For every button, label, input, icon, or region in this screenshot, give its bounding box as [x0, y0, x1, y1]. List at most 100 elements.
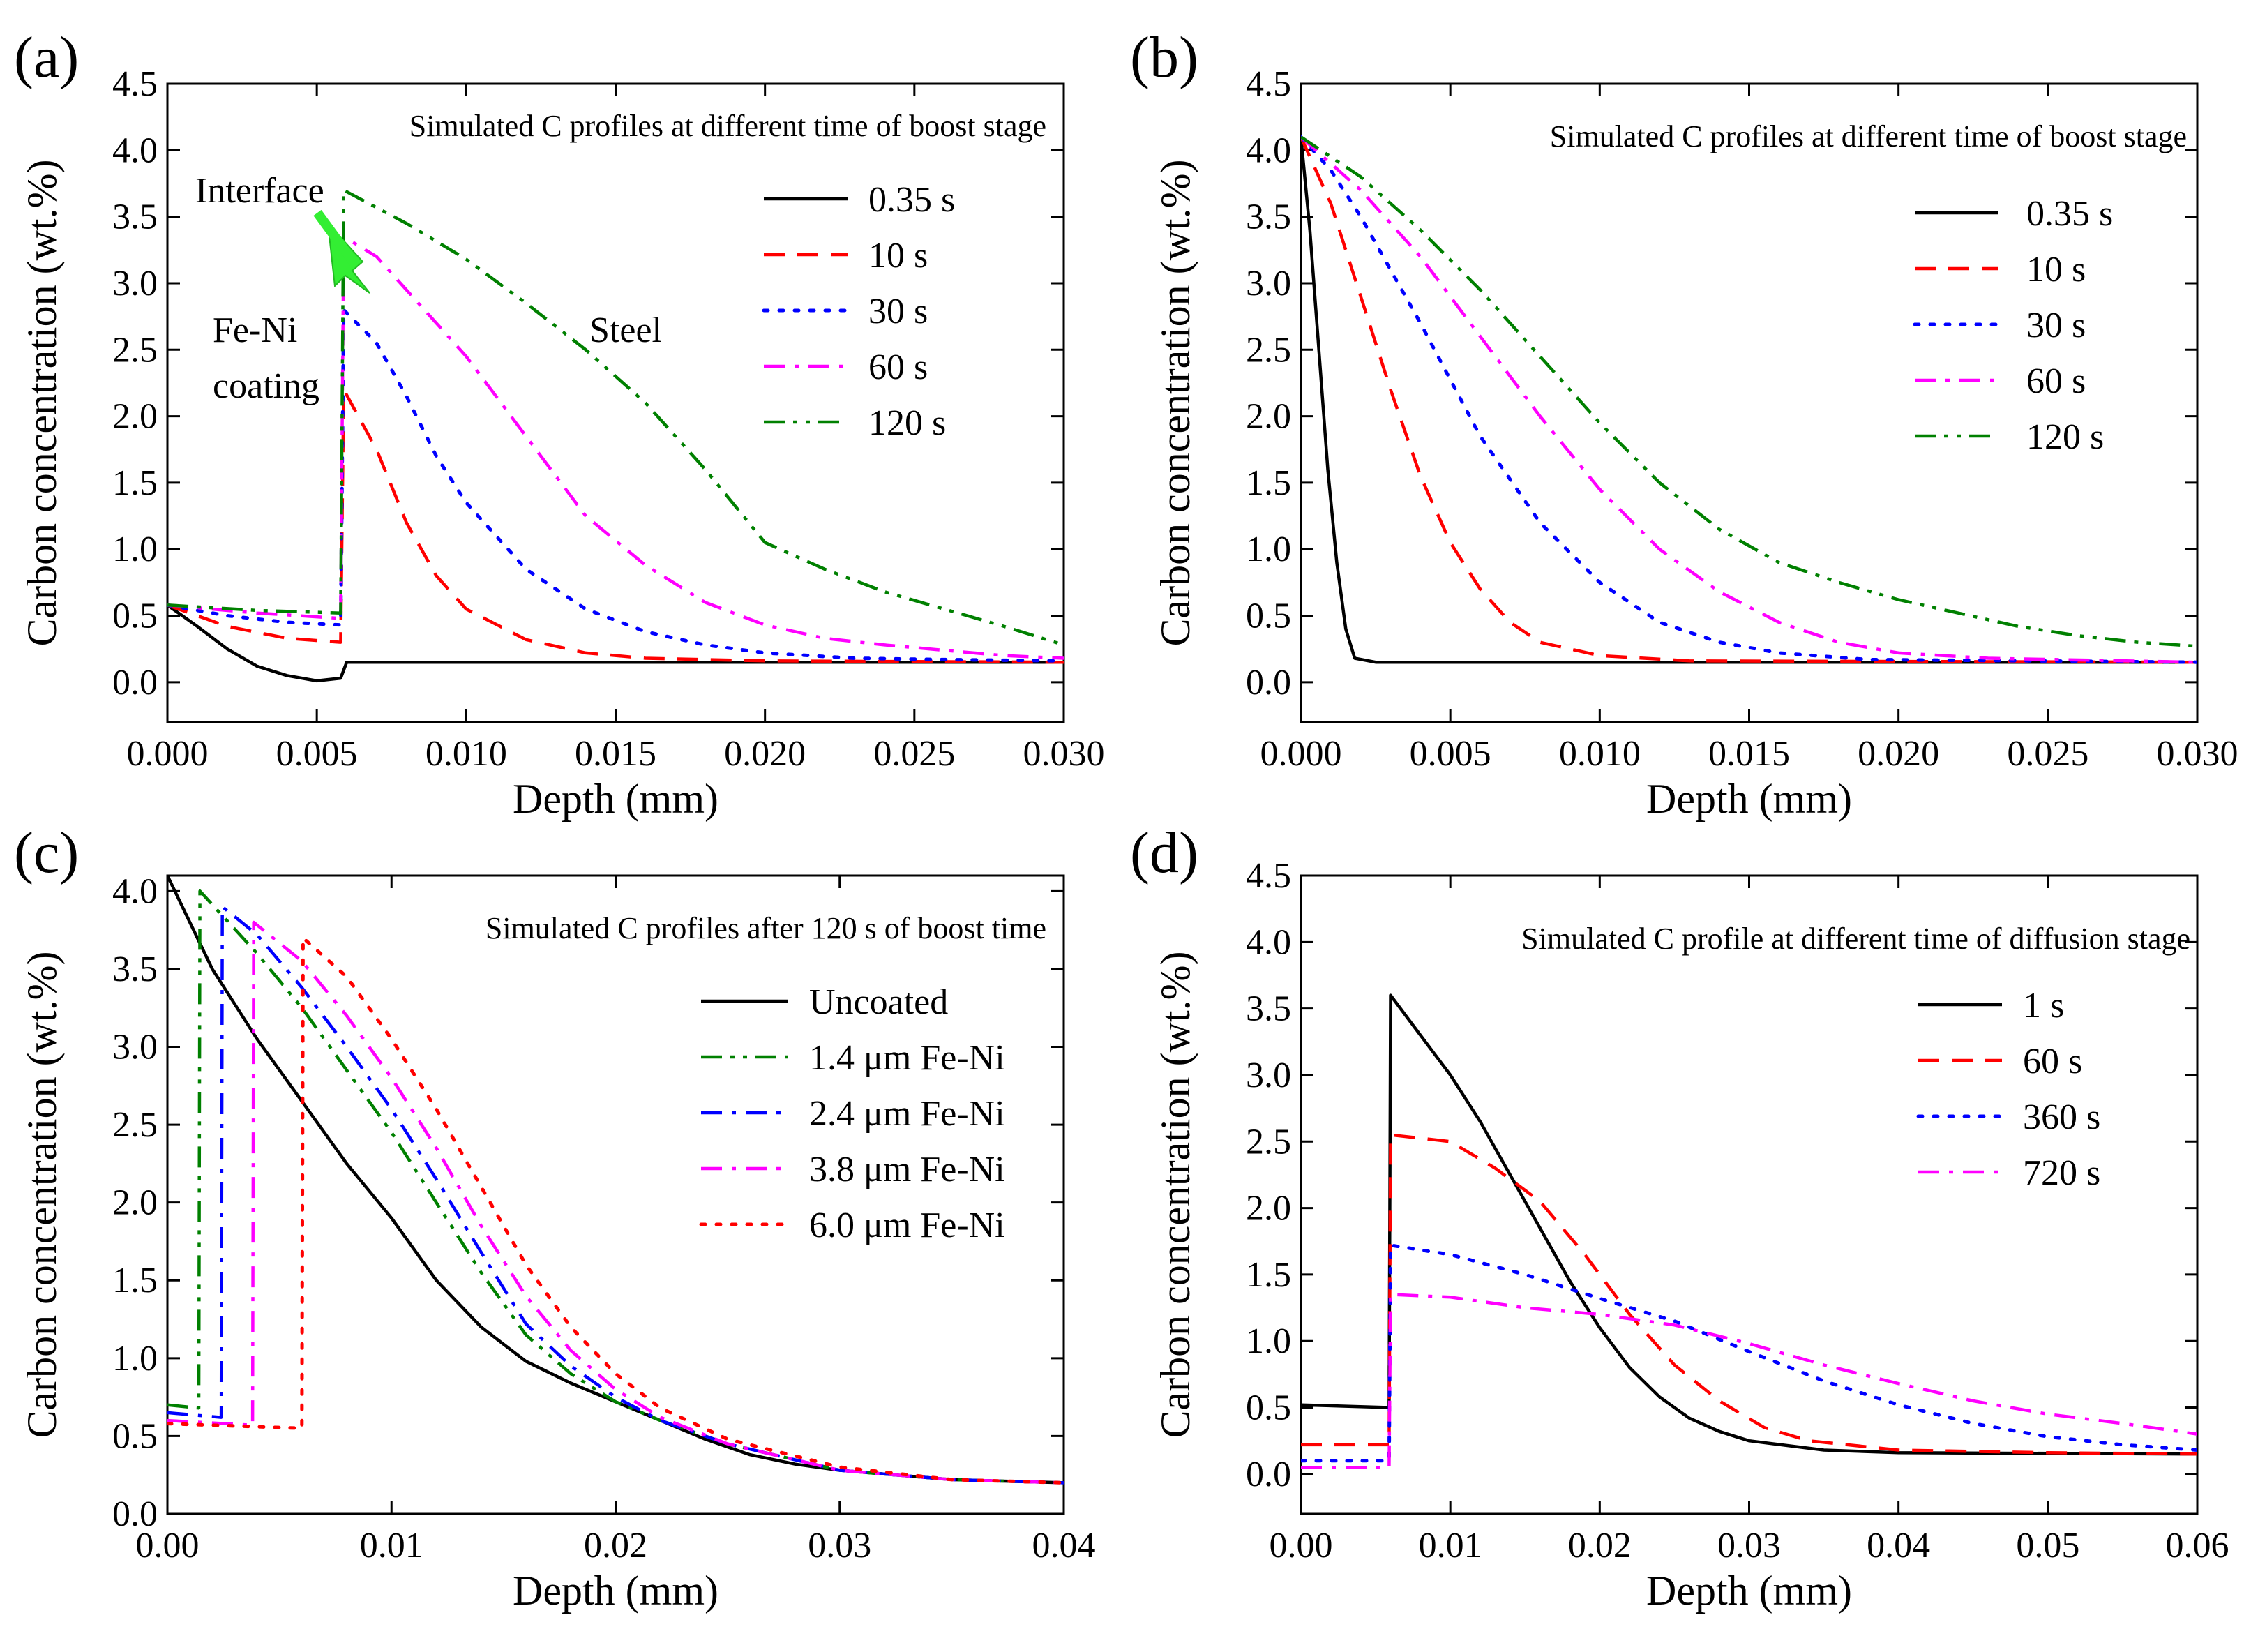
legend-label-60-s: 60 s	[2026, 361, 2086, 401]
legend-label-30-s: 30 s	[868, 292, 928, 331]
x-tick-label: 0.00	[136, 1526, 199, 1565]
annotation-coating: coating	[213, 366, 319, 406]
y-tick-label: 2.0	[1246, 397, 1291, 437]
legend-label-10-s: 10 s	[2026, 250, 2086, 290]
y-tick-label: 0.0	[1246, 663, 1291, 703]
y-tick-label: 4.0	[112, 130, 158, 170]
x-tick-label: 0.03	[808, 1526, 871, 1565]
x-tick-label: 0.06	[2166, 1526, 2229, 1565]
series-line-0-35-s	[1301, 137, 2197, 664]
legend-label-720-s: 720 s	[2023, 1153, 2100, 1193]
y-tick-label: 2.0	[1246, 1189, 1291, 1229]
series-line-10-s	[167, 388, 1064, 664]
legend-label-60-s: 60 s	[2023, 1042, 2082, 1081]
series-line-6-0-m-fe-ni	[167, 936, 1064, 1485]
panel-letter: (d)	[1130, 820, 1198, 885]
legend-label-0-35-s: 0.35 s	[868, 180, 955, 220]
y-tick-label: 0.0	[1246, 1455, 1291, 1494]
series-line-30-s	[167, 308, 1064, 663]
y-tick-label: 2.5	[112, 330, 158, 370]
x-tick-label: 0.005	[1410, 734, 1491, 774]
chart-panel-c: (c) 0.0 0.5 1.0 1.5 2.0 2.5 3.0 3.5 4.0 0.00 0.01 0.…	[14, 820, 1096, 1614]
annotation-fe-ni: Fe-Ni	[213, 310, 297, 350]
series-line-60-s	[1301, 1133, 2197, 1456]
x-tick-label: 0.005	[276, 734, 358, 774]
x-tick-label: 0.020	[1858, 734, 1939, 774]
legend-label-30-s: 30 s	[2026, 306, 2086, 345]
chart-panel-d: (d) 0.0 0.5 1.0 1.5 2.0 2.5 3.0 3.5 4.0 4.5 0.00 0.0…	[1130, 820, 2229, 1614]
y-tick-label: 1.0	[1246, 530, 1291, 569]
legend-label-3-8-m-fe-ni: 3.8 μm Fe-Ni	[809, 1150, 1005, 1189]
panel-letter: (a)	[14, 25, 79, 90]
x-tick-label: 0.010	[1559, 734, 1641, 774]
legend-label-1-s: 1 s	[2023, 986, 2064, 1026]
series-line-60-s	[1301, 135, 2197, 664]
legend-label-0-35-s: 0.35 s	[2026, 194, 2113, 234]
y-tick-label: 3.5	[1246, 989, 1291, 1029]
plot-frame	[1300, 874, 2199, 1515]
x-tick-label: 0.04	[1032, 1526, 1096, 1565]
legend-label-120-s: 120 s	[2026, 417, 2104, 457]
chart-title: Simulated C profiles at different time o…	[409, 109, 1046, 143]
chart-title: Simulated C profiles at different time o…	[1550, 119, 2187, 153]
series-line-uncoated	[167, 876, 1064, 1485]
y-tick-label: 3.0	[1246, 1056, 1291, 1095]
chart-title: Simulated C profiles after 120 s of boos…	[485, 911, 1046, 945]
series-line-10-s	[1301, 136, 2197, 664]
y-tick-label: 0.5	[1246, 596, 1291, 636]
y-tick-label: 2.5	[1246, 330, 1291, 370]
x-tick-label: 0.030	[1023, 734, 1105, 774]
y-tick-label: 2.0	[112, 1183, 158, 1223]
legend-label-2-4-m-fe-ni: 2.4 μm Fe-Ni	[809, 1094, 1005, 1134]
y-tick-label: 1.0	[112, 1339, 158, 1379]
x-tick-label: 0.00	[1270, 1526, 1333, 1565]
series-line-120-s	[167, 188, 1064, 647]
series-line-0-35-s	[167, 603, 1064, 683]
legend-label-60-s: 60 s	[868, 347, 928, 387]
y-tick-label: 1.5	[1246, 463, 1291, 503]
x-tick-label: 0.010	[426, 734, 507, 774]
x-tick-label: 0.04	[1867, 1526, 1930, 1565]
x-tick-label: 0.02	[1568, 1526, 1632, 1565]
annotation-steel: Steel	[589, 310, 662, 350]
panel-letter: (b)	[1130, 25, 1198, 90]
y-tick-label: 3.0	[112, 264, 158, 303]
y-tick-label: 3.5	[1246, 197, 1291, 237]
y-tick-label: 1.5	[112, 463, 158, 503]
y-tick-label: 4.5	[1246, 856, 1291, 896]
x-tick-label: 0.025	[2007, 734, 2088, 774]
series-line-30-s	[1301, 135, 2197, 664]
legend-label-uncoated: Uncoated	[809, 982, 948, 1022]
y-tick-label: 2.0	[112, 397, 158, 437]
x-tick-label: 0.025	[873, 734, 955, 774]
legend-label-1-4-m-fe-ni: 1.4 μm Fe-Ni	[809, 1038, 1005, 1078]
x-tick-label: 0.000	[127, 734, 209, 774]
y-tick-label: 1.0	[112, 530, 158, 569]
series-line-1-s	[1301, 993, 2197, 1456]
y-tick-label: 3.5	[112, 949, 158, 989]
x-tick-label: 0.01	[360, 1526, 423, 1565]
x-axis-title: Depth (mm)	[513, 1568, 718, 1614]
series-line-120-s	[1301, 135, 2197, 648]
y-tick-label: 3.0	[1246, 264, 1291, 303]
y-axis-title: Carbon concentration (wt.%)	[19, 159, 65, 646]
y-axis-title: Carbon concentration (wt.%)	[1152, 159, 1198, 646]
y-tick-label: 4.0	[1246, 922, 1291, 962]
legend-label-6-0-m-fe-ni: 6.0 μm Fe-Ni	[809, 1206, 1005, 1245]
chart-title: Simulated C profile at different time of…	[1521, 922, 2190, 956]
y-tick-label: 4.5	[1246, 64, 1291, 104]
legend-label-360-s: 360 s	[2023, 1097, 2100, 1137]
y-tick-label: 0.5	[1246, 1388, 1291, 1428]
plot-frame	[1300, 82, 2199, 723]
x-tick-label: 0.01	[1419, 1526, 1482, 1565]
y-tick-label: 0.0	[112, 663, 158, 703]
y-tick-label: 0.5	[112, 1416, 158, 1456]
chart-panel-a: (a) 0.0 0.5 1.0 1.5 2.0 2.5 3.0 3.5 4.0 4.5 0.000 0.…	[14, 25, 1105, 822]
chart-panel-b: (b) 0.0 0.5 1.0 1.5 2.0 2.5 3.0 3.5 4.0 4.5 0.000 0.…	[1130, 25, 2238, 822]
x-tick-label: 0.05	[2016, 1526, 2079, 1565]
x-tick-label: 0.02	[584, 1526, 647, 1565]
y-axis-title: Carbon concentration (wt.%)	[1152, 951, 1198, 1438]
y-tick-label: 1.5	[1246, 1255, 1291, 1295]
series-line-720-s	[1301, 1293, 2197, 1469]
